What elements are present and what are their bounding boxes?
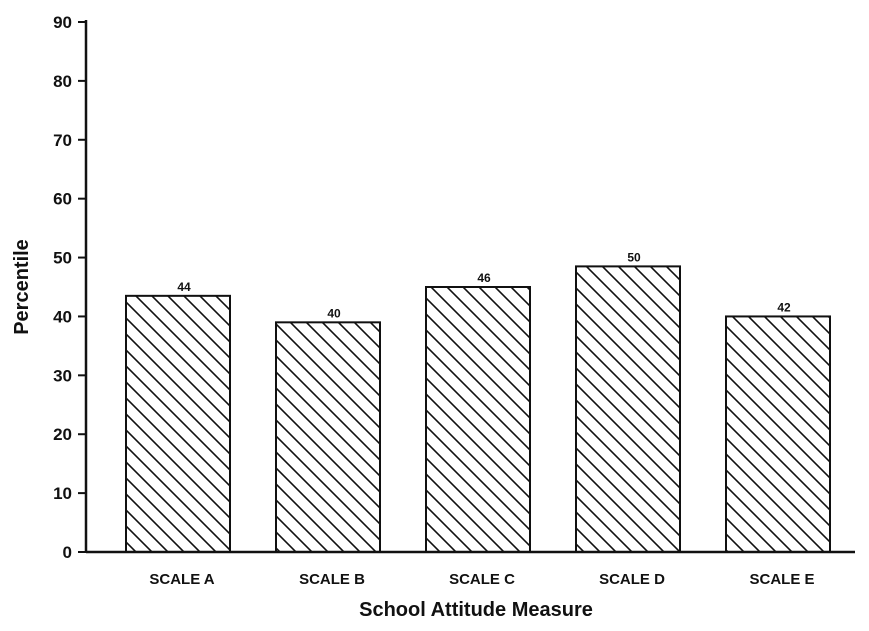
bar-value-label: 46 (477, 271, 491, 285)
x-category-label: SCALE E (749, 571, 814, 588)
bar-scale-e (725, 315, 831, 554)
bar-value-label: 40 (327, 306, 341, 320)
bar-value-label: 50 (627, 250, 641, 264)
y-tick-label: 60 (53, 190, 72, 209)
category-labels-group: SCALE A SCALE B SCALE C SCALE D SCALE E (149, 571, 814, 588)
y-tick-label: 10 (53, 484, 72, 503)
x-axis-title: School Attitude Measure (359, 599, 593, 621)
bar-scale-a (125, 294, 231, 553)
bar-scale-c (425, 286, 531, 553)
x-category-label: SCALE A (149, 571, 214, 588)
y-tick-label: 50 (53, 249, 72, 268)
y-tick-label: 90 (53, 13, 72, 32)
bar-value-label: 42 (777, 300, 791, 314)
bar-value-label: 44 (177, 280, 191, 294)
y-tick-label: 70 (53, 131, 72, 150)
x-category-label: SCALE C (449, 571, 515, 588)
y-tick-label: 80 (53, 72, 72, 91)
value-labels-group: 44 40 46 50 42 (177, 250, 791, 320)
x-category-label: SCALE B (299, 571, 365, 588)
bar-scale-b (275, 321, 381, 554)
y-axis-title: Percentile (11, 239, 33, 335)
y-axis-ticks: 0 10 20 30 40 50 60 70 80 90 (53, 13, 86, 562)
x-category-label: SCALE D (599, 571, 665, 588)
y-tick-label: 30 (53, 366, 72, 385)
y-tick-label: 40 (53, 307, 72, 326)
bars-group (125, 265, 831, 554)
y-tick-label: 0 (63, 543, 72, 562)
bar-scale-d (575, 265, 681, 553)
y-tick-label: 20 (53, 425, 72, 444)
